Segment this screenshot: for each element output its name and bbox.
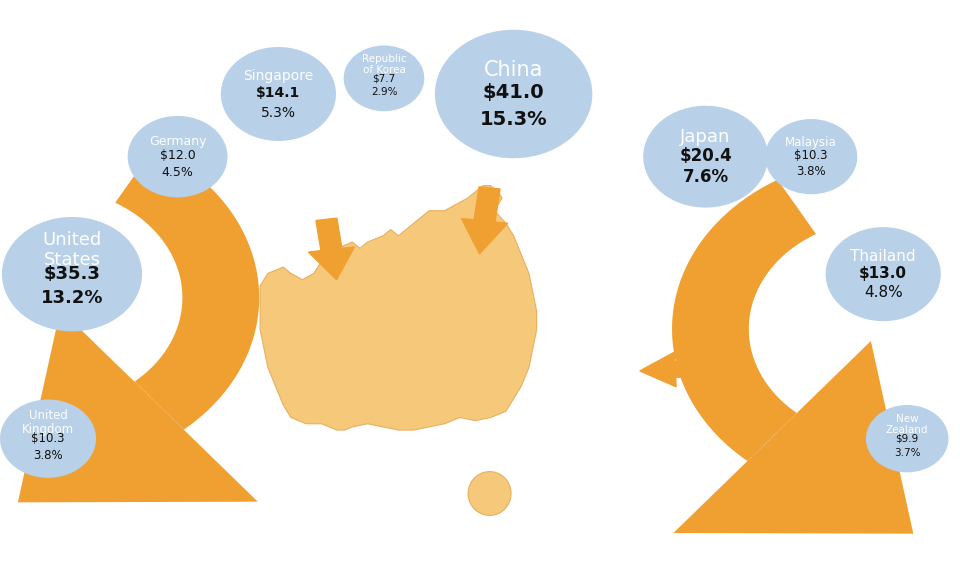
Text: $13.0: $13.0 bbox=[859, 266, 907, 281]
Text: 3.7%: 3.7% bbox=[894, 448, 921, 458]
FancyArrow shape bbox=[639, 352, 710, 387]
Circle shape bbox=[866, 405, 948, 473]
Text: $10.3: $10.3 bbox=[795, 149, 828, 162]
Text: United
Kingdom: United Kingdom bbox=[22, 409, 74, 436]
Polygon shape bbox=[115, 148, 259, 430]
Text: 7.6%: 7.6% bbox=[683, 168, 729, 186]
Text: 3.8%: 3.8% bbox=[797, 165, 826, 178]
Circle shape bbox=[0, 399, 96, 478]
Circle shape bbox=[435, 30, 592, 158]
FancyArrow shape bbox=[308, 218, 354, 280]
Circle shape bbox=[826, 227, 941, 321]
Text: $41.0: $41.0 bbox=[483, 83, 544, 102]
Circle shape bbox=[643, 106, 768, 208]
Circle shape bbox=[2, 217, 142, 332]
FancyArrow shape bbox=[462, 187, 508, 254]
Text: $7.7: $7.7 bbox=[372, 73, 396, 83]
Text: 15.3%: 15.3% bbox=[480, 110, 547, 129]
FancyArrow shape bbox=[167, 341, 242, 376]
Text: 5.3%: 5.3% bbox=[261, 106, 296, 120]
Text: 3.8%: 3.8% bbox=[34, 448, 62, 461]
Text: Thailand: Thailand bbox=[851, 249, 916, 264]
Text: $10.3: $10.3 bbox=[32, 432, 64, 445]
Text: 4.8%: 4.8% bbox=[864, 285, 902, 301]
Circle shape bbox=[765, 119, 857, 194]
Circle shape bbox=[221, 47, 336, 141]
Text: 2.9%: 2.9% bbox=[371, 87, 397, 97]
Polygon shape bbox=[260, 186, 537, 430]
Text: $12.0: $12.0 bbox=[159, 149, 196, 162]
Text: $35.3: $35.3 bbox=[43, 265, 101, 283]
Text: China: China bbox=[484, 60, 543, 80]
Polygon shape bbox=[18, 310, 258, 503]
Text: Japan: Japan bbox=[681, 129, 731, 146]
Text: Malaysia: Malaysia bbox=[785, 136, 837, 149]
Text: $20.4: $20.4 bbox=[680, 147, 732, 165]
Text: Republic
of Korea: Republic of Korea bbox=[362, 54, 406, 75]
Polygon shape bbox=[468, 472, 511, 515]
Text: 13.2%: 13.2% bbox=[40, 289, 104, 307]
Text: New
Zealand: New Zealand bbox=[886, 414, 928, 435]
Text: Germany: Germany bbox=[149, 135, 206, 148]
Text: 4.5%: 4.5% bbox=[161, 166, 194, 179]
Polygon shape bbox=[673, 341, 913, 534]
Text: Singapore: Singapore bbox=[243, 69, 314, 83]
Text: $9.9: $9.9 bbox=[896, 434, 919, 444]
Text: United
States: United States bbox=[42, 231, 102, 269]
Circle shape bbox=[128, 116, 228, 197]
Polygon shape bbox=[672, 180, 816, 461]
Text: $14.1: $14.1 bbox=[256, 86, 300, 100]
Circle shape bbox=[344, 46, 424, 111]
